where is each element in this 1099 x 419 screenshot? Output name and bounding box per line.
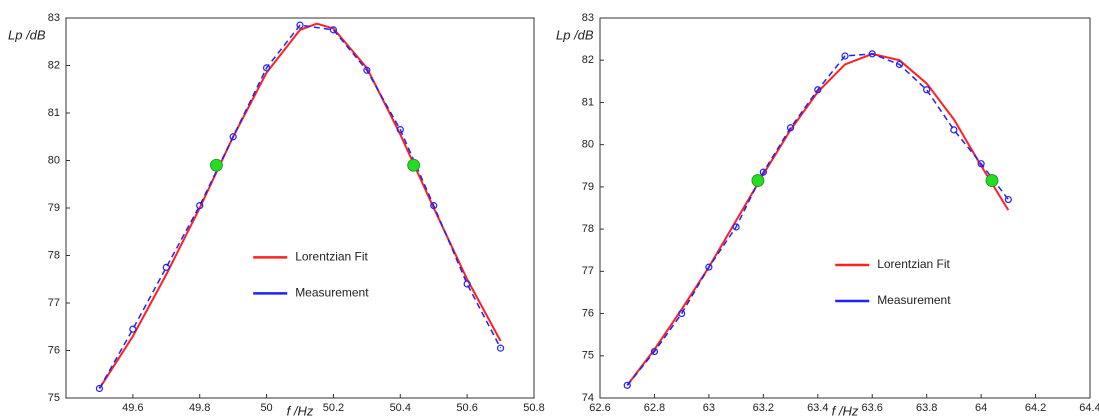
- y-axis-label: Lp /dB: [8, 27, 46, 42]
- series-line: [98, 24, 502, 389]
- x-tick-label: 50.2: [323, 402, 344, 414]
- y-axis-label: Lp /dB: [556, 27, 594, 42]
- x-tick-label: 50.4: [390, 402, 411, 414]
- y-tick-label: 82: [48, 59, 60, 71]
- data-point: [463, 280, 471, 288]
- x-tick-label: 63.8: [916, 402, 937, 414]
- x-axis-label: f /Hz: [832, 403, 859, 418]
- data-point: [985, 174, 999, 187]
- y-tick-label: 81: [582, 96, 594, 108]
- x-tick-label: 64: [975, 402, 987, 414]
- x-tick-label: 63: [703, 402, 715, 414]
- legend-text: Measurement: [295, 286, 369, 300]
- data-point: [162, 263, 170, 271]
- data-point: [229, 133, 237, 141]
- series-line: [98, 22, 502, 390]
- x-tick-label: 63.6: [862, 402, 883, 414]
- data-point: [95, 384, 104, 393]
- x-tick-label: 50.6: [456, 402, 477, 414]
- data-point: [430, 202, 438, 210]
- y-tick-label: 76: [48, 344, 60, 356]
- x-tick-label: 49.6: [122, 402, 143, 414]
- data-point: [923, 86, 931, 94]
- y-tick-label: 75: [48, 392, 60, 404]
- data-point: [705, 263, 713, 271]
- data-point: [868, 50, 876, 58]
- y-tick-label: 79: [48, 202, 60, 214]
- x-tick-label: 50: [260, 402, 272, 414]
- x-tick-label: 63.4: [807, 402, 828, 414]
- data-point: [1004, 195, 1012, 204]
- data-point: [650, 347, 659, 356]
- legend-text: Lorentzian Fit: [877, 257, 950, 271]
- y-tick-label: 77: [48, 297, 60, 309]
- data-point: [841, 52, 849, 60]
- data-point: [129, 325, 137, 333]
- data-point: [678, 309, 686, 318]
- data-point: [895, 60, 904, 69]
- series-line: [626, 53, 1009, 386]
- data-point: [977, 160, 985, 168]
- y-tick-label: 83: [48, 12, 60, 24]
- data-point: [950, 126, 958, 134]
- plot-frame: [65, 17, 535, 399]
- data-point: [496, 344, 505, 352]
- y-tick-label: 79: [582, 181, 594, 193]
- data-point: [329, 26, 338, 34]
- x-tick-label: 64.4: [1079, 402, 1099, 414]
- x-tick-label: 50.8: [523, 402, 544, 414]
- data-point: [759, 168, 767, 176]
- plot-frame: [599, 17, 1091, 399]
- data-point: [623, 381, 631, 389]
- y-tick-label: 81: [48, 107, 60, 119]
- data-point: [407, 158, 421, 172]
- x-tick-label: 62.6: [589, 402, 610, 414]
- data-point: [786, 124, 795, 132]
- series-line: [626, 52, 1010, 386]
- y-tick-label: 78: [48, 249, 60, 261]
- y-tick-label: 83: [582, 12, 594, 24]
- data-point: [196, 202, 204, 210]
- data-point: [296, 21, 304, 29]
- y-tick-label: 82: [582, 54, 594, 66]
- y-tick-label: 75: [582, 350, 594, 362]
- y-tick-label: 74: [582, 392, 594, 404]
- y-tick-label: 76: [582, 307, 594, 319]
- x-tick-label: 62.8: [644, 402, 665, 414]
- data-point: [751, 174, 765, 187]
- y-tick-label: 80: [582, 139, 594, 151]
- data-point: [814, 86, 822, 94]
- legend-text: Measurement: [877, 293, 951, 307]
- y-tick-label: 80: [48, 154, 60, 166]
- x-axis-label: f /Hz: [287, 403, 314, 418]
- data-point: [363, 66, 371, 74]
- data-point: [396, 126, 404, 134]
- x-tick-label: 49.8: [189, 402, 210, 414]
- legend-text: Lorentzian Fit: [295, 250, 368, 264]
- data-point: [210, 158, 223, 172]
- data-point: [732, 223, 740, 231]
- y-tick-label: 77: [582, 265, 594, 277]
- data-point: [262, 64, 271, 72]
- y-tick-label: 78: [582, 223, 594, 235]
- x-tick-label: 64.2: [1025, 402, 1046, 414]
- x-tick-label: 63.2: [753, 402, 774, 414]
